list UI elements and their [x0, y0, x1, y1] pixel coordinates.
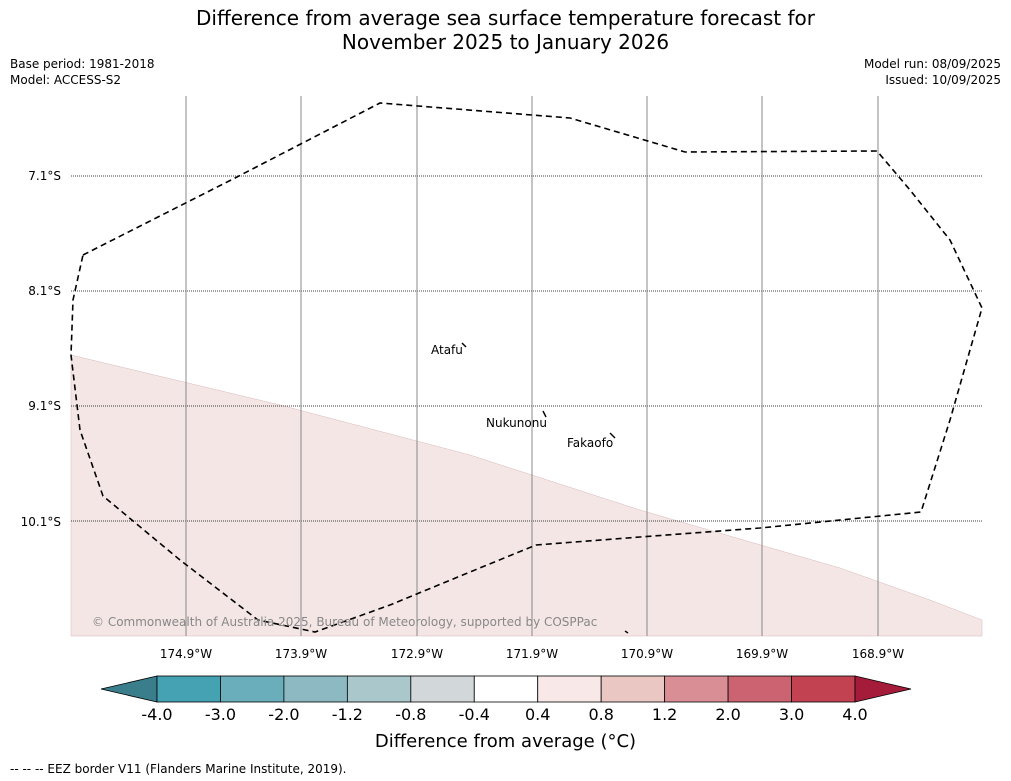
issued-date: Issued: 10/09/2025: [885, 73, 1001, 87]
colorbar-tick-label: 3.0: [779, 705, 804, 724]
lat-label: 7.1°S: [28, 169, 61, 183]
colorbar-tick-label: -0.4: [459, 705, 490, 724]
fakaofo-atoll-icon: [609, 432, 616, 439]
meta-left: Base period: 1981-2018 Model: ACCESS-S2: [10, 56, 155, 88]
colorbar-tick-label: -4.0: [141, 705, 172, 724]
colorbar-bin: [156, 675, 221, 703]
footer-note: -- -- -- EEZ border V11 (Flanders Marine…: [10, 762, 347, 776]
colorbar-tick-label: -2.0: [268, 705, 299, 724]
place-label-atafu: Atafu: [431, 343, 463, 357]
lat-label: 9.1°S: [28, 399, 61, 413]
colorbar-tick-label: -1.2: [332, 705, 363, 724]
longitude-gridlines: [185, 96, 879, 636]
colorbar-tick-label: 2.0: [715, 705, 740, 724]
lon-label: 172.9°W: [391, 647, 443, 661]
warm-anomaly-region: [70, 354, 983, 637]
atolls: [461, 342, 629, 634]
colorbar-bin: [791, 675, 856, 703]
colorbar-tick-label: 1.2: [652, 705, 677, 724]
lon-label: 169.9°W: [736, 647, 788, 661]
lon-label: 170.9°W: [621, 647, 673, 661]
lon-label: 171.9°W: [506, 647, 558, 661]
colorbar-bin: [664, 675, 729, 703]
colorbar-bin: [473, 675, 539, 703]
colorbar-bin: [220, 675, 285, 703]
copyright-notice: © Commonwealth of Australia 2025, Bureau…: [92, 615, 597, 629]
lat-label: 8.1°S: [28, 284, 61, 298]
swains-fragment-icon: [624, 630, 629, 634]
colorbar-bin: [727, 675, 792, 703]
colorbar-label: Difference from average (°C): [0, 731, 1011, 752]
lon-label: 168.9°W: [852, 647, 904, 661]
model-name: Model: ACCESS-S2: [10, 73, 122, 87]
colorbar-tick-label: 0.8: [588, 705, 613, 724]
colorbar-bin: [537, 675, 602, 703]
base-period: Base period: 1981-2018: [10, 57, 155, 71]
nukunonu-atoll-icon: [542, 410, 547, 418]
colorbar-tick-label: -3.0: [205, 705, 236, 724]
colorbar-tick-label: 4.0: [842, 705, 867, 724]
colorbar-label-text: Difference from average (°C): [374, 731, 637, 752]
meta-right: Model run: 08/09/2025 Issued: 10/09/2025: [864, 56, 1001, 88]
eez-border: [70, 102, 983, 633]
model-run: Model run: 08/09/2025: [863, 57, 1001, 71]
map-title: Difference from average sea surface temp…: [0, 6, 1011, 54]
atafu-atoll-icon: [461, 342, 467, 348]
place-label-fakaofo: Fakaofo: [567, 436, 613, 450]
colorbar-tick-label: -0.8: [395, 705, 426, 724]
place-label-nukunonu: Nukunonu: [486, 416, 547, 430]
lon-label: 174.9°W: [160, 647, 212, 661]
colorbar-bin: [600, 675, 666, 703]
colorbar-tick-label: 0.4: [525, 705, 550, 724]
title-line-2: November 2025 to January 2026: [341, 30, 670, 54]
colorbar-bin: [410, 675, 475, 703]
colorbar-bin: [283, 675, 348, 703]
colorbar-extend-high: [854, 675, 912, 703]
colorbar-bin: [346, 675, 412, 703]
colorbar: -4.0 -3.0 -2.0 -1.2 -0.8 -0.4 0.4 0.8 1.2 2.0 3.0 4…: [100, 675, 912, 724]
title-line-1: Difference from average sea surface temp…: [195, 6, 815, 30]
lat-label: 10.1°S: [21, 515, 61, 529]
lon-label: 173.9°W: [275, 647, 327, 661]
colorbar-extend-low: [100, 675, 158, 703]
